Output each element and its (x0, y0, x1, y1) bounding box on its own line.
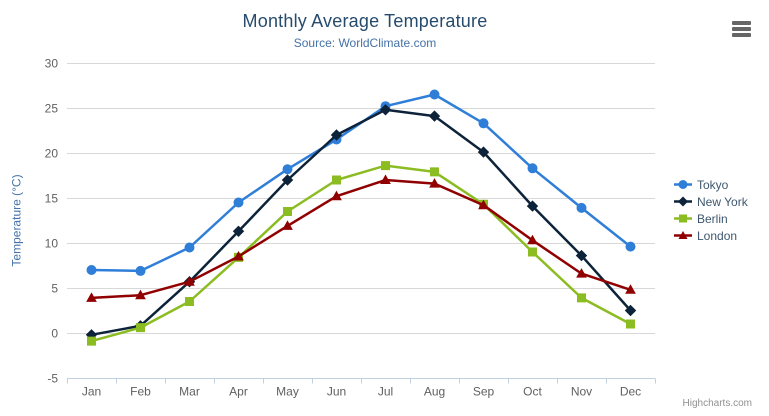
square-marker (430, 167, 439, 177)
chart-title: Monthly Average Temperature (242, 11, 488, 31)
chart-subtitle: Source: WorldClimate.com (293, 36, 437, 50)
circle-marker (429, 89, 440, 100)
triangle-marker (380, 174, 391, 184)
circle-marker (625, 241, 636, 252)
legend-label: Berlin (697, 211, 728, 226)
x-axis-label: Nov (571, 385, 592, 399)
square-marker (626, 319, 635, 329)
square-marker (528, 247, 537, 257)
y-axis-label: 0 (51, 327, 58, 341)
diamond-marker (477, 146, 490, 158)
x-axis-label: Dec (620, 385, 641, 399)
legend-label: London (697, 228, 738, 243)
x-axis-label: Aug (424, 385, 445, 399)
square-marker (283, 207, 292, 216)
square-legend-icon (674, 214, 692, 223)
y-axis-label: 15 (45, 192, 59, 206)
triangle-marker (576, 268, 587, 278)
legend-item-berlin[interactable]: Berlin (674, 210, 748, 227)
x-axis-label: Jun (327, 385, 346, 399)
legend: Tokyo New York Berlin London (674, 176, 748, 244)
triangle-marker (429, 178, 440, 188)
triangle-marker (233, 250, 244, 261)
y-axis-label: 10 (45, 237, 59, 251)
triangle-legend-icon (674, 231, 692, 239)
diamond-marker (428, 110, 441, 122)
circle-marker (184, 242, 195, 253)
legend-label: New York (697, 194, 748, 209)
series-new-york (85, 104, 637, 341)
triangle-marker (527, 234, 538, 245)
square-marker (332, 175, 341, 185)
x-axis-label: Sep (473, 385, 495, 399)
x-axis-label: Oct (523, 385, 542, 399)
triangle-marker (86, 292, 97, 302)
hamburger-menu-icon (732, 21, 752, 37)
y-axis-label: 30 (45, 57, 59, 71)
triangle-marker (331, 190, 342, 201)
circle-legend-icon (674, 180, 692, 189)
diamond-marker (575, 249, 588, 262)
triangle-marker (625, 284, 636, 294)
triangle-marker (135, 289, 146, 300)
triangle-marker (184, 276, 195, 286)
circle-marker (527, 163, 538, 174)
legend-item-london[interactable]: London (674, 227, 748, 244)
y-axis-label: 20 (45, 147, 59, 161)
series-london (86, 174, 636, 302)
series-line (90, 164, 632, 343)
series-line (90, 178, 632, 300)
series-tokyo (86, 89, 636, 276)
square-marker (136, 323, 145, 333)
x-axis-label: May (276, 385, 299, 399)
square-marker (577, 293, 586, 303)
diamond-marker (232, 225, 245, 238)
diamond-marker (526, 200, 539, 212)
legend-label: Tokyo (697, 177, 729, 192)
circle-marker (233, 197, 244, 208)
y-axis-label: 25 (45, 102, 59, 116)
y-axis-label: 5 (51, 282, 58, 296)
circle-marker (282, 164, 293, 175)
series-line (90, 93, 632, 273)
diamond-marker (330, 129, 343, 141)
x-axis-label: Apr (229, 385, 248, 399)
square-marker (381, 161, 390, 171)
triangle-marker (282, 220, 293, 230)
x-axis-label: Mar (179, 385, 200, 399)
circle-marker (576, 202, 587, 213)
diamond-marker (624, 304, 637, 317)
circle-marker (86, 265, 97, 275)
legend-item-new-york[interactable]: New York (674, 193, 748, 210)
x-axis-label: Jan (82, 385, 101, 399)
diamond-marker (379, 104, 392, 116)
triangle-marker (478, 199, 489, 210)
square-marker (185, 297, 194, 306)
circle-marker (478, 118, 489, 129)
legend-item-tokyo[interactable]: Tokyo (674, 176, 748, 193)
diamond-legend-icon (674, 196, 692, 207)
x-axis-label: Feb (130, 385, 151, 399)
chart-context-menu-button[interactable] (728, 17, 756, 41)
diamond-marker (281, 174, 294, 186)
y-axis-label: -5 (47, 372, 58, 386)
x-axis-label: Jul (378, 385, 393, 399)
credits-link[interactable]: Highcharts.com (682, 398, 752, 409)
y-axis-title: Temperature (°C) (9, 174, 24, 267)
circle-marker (135, 265, 146, 276)
square-marker (87, 336, 96, 346)
series-line (90, 108, 632, 337)
